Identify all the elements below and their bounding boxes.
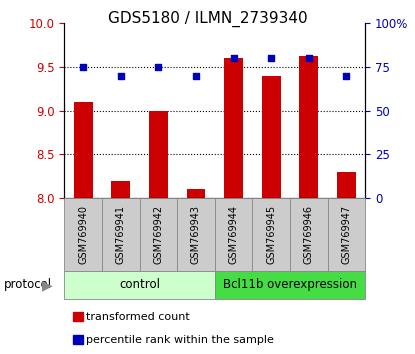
FancyBboxPatch shape bbox=[215, 198, 252, 271]
FancyBboxPatch shape bbox=[177, 198, 215, 271]
Point bbox=[117, 73, 124, 79]
FancyBboxPatch shape bbox=[327, 198, 365, 271]
Text: GSM769945: GSM769945 bbox=[266, 205, 276, 264]
Text: GSM769946: GSM769946 bbox=[304, 205, 314, 264]
Text: GSM769944: GSM769944 bbox=[229, 205, 239, 264]
Bar bbox=[337, 172, 356, 198]
Point bbox=[155, 64, 162, 70]
Bar bbox=[299, 56, 318, 198]
FancyBboxPatch shape bbox=[64, 271, 215, 299]
Text: ▶: ▶ bbox=[42, 278, 53, 292]
FancyBboxPatch shape bbox=[139, 198, 177, 271]
Text: GSM769941: GSM769941 bbox=[116, 205, 126, 264]
Point bbox=[230, 55, 237, 61]
FancyBboxPatch shape bbox=[252, 198, 290, 271]
Bar bbox=[262, 75, 281, 198]
Text: transformed count: transformed count bbox=[86, 312, 190, 322]
FancyBboxPatch shape bbox=[102, 198, 139, 271]
Text: control: control bbox=[119, 279, 160, 291]
FancyBboxPatch shape bbox=[290, 198, 327, 271]
Bar bbox=[111, 181, 130, 198]
Text: GSM769940: GSM769940 bbox=[78, 205, 88, 264]
Point bbox=[80, 64, 86, 70]
Text: GDS5180 / ILMN_2739340: GDS5180 / ILMN_2739340 bbox=[107, 11, 308, 27]
FancyBboxPatch shape bbox=[64, 198, 102, 271]
Point bbox=[193, 73, 199, 79]
Text: GSM769943: GSM769943 bbox=[191, 205, 201, 264]
Text: protocol: protocol bbox=[4, 279, 52, 291]
Text: GSM769947: GSM769947 bbox=[342, 205, 352, 264]
Bar bbox=[224, 58, 243, 198]
Bar bbox=[74, 102, 93, 198]
Point bbox=[343, 73, 350, 79]
Bar bbox=[149, 110, 168, 198]
Point bbox=[305, 55, 312, 61]
Text: percentile rank within the sample: percentile rank within the sample bbox=[86, 335, 274, 345]
Text: GSM769942: GSM769942 bbox=[154, 205, 164, 264]
FancyBboxPatch shape bbox=[215, 271, 365, 299]
Text: Bcl11b overexpression: Bcl11b overexpression bbox=[223, 279, 357, 291]
Point bbox=[268, 55, 274, 61]
Bar bbox=[187, 189, 205, 198]
